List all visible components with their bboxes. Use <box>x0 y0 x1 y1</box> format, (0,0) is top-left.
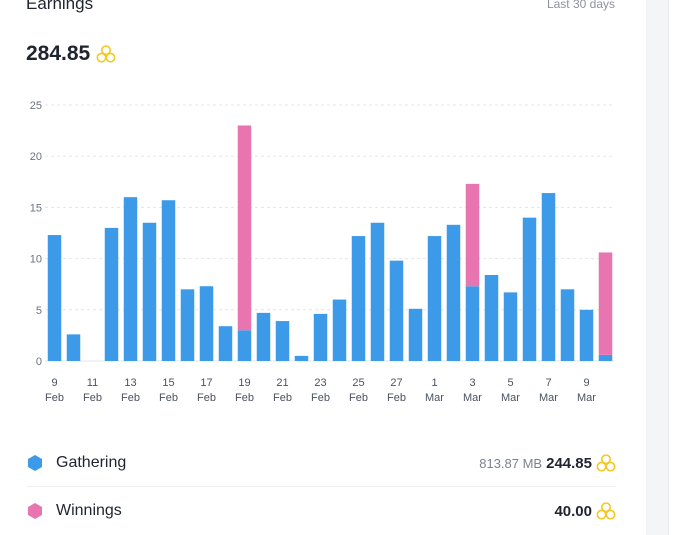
x-tick-month-label: Feb <box>45 392 64 404</box>
legend-gathering-label: Gathering <box>56 454 127 471</box>
x-tick-month-label: Feb <box>83 392 102 404</box>
bar-gathering-11[interactable] <box>237 330 252 361</box>
x-tick-month-label: Feb <box>387 392 406 404</box>
legend-gathering: Gathering 813.87 MB 244.85 <box>26 444 616 482</box>
y-tick-label: 5 <box>36 305 42 317</box>
bar-gathering-1[interactable] <box>47 235 62 361</box>
bar-gathering-25[interactable] <box>503 292 518 361</box>
bar-gathering-27[interactable] <box>541 193 556 361</box>
x-tick-day-label: 23 <box>314 377 326 389</box>
y-tick-label: 0 <box>36 356 42 368</box>
bar-gathering-4[interactable] <box>104 227 119 361</box>
y-tick-label: 15 <box>30 202 42 214</box>
bar-gathering-2[interactable] <box>66 334 81 361</box>
side-panel-edge <box>668 0 675 535</box>
x-tick-day-label: 7 <box>545 377 551 389</box>
x-tick-day-label: 17 <box>200 377 212 389</box>
bar-gathering-8[interactable] <box>180 289 195 361</box>
bar-gathering-22[interactable] <box>446 224 461 361</box>
x-tick-month-label: Feb <box>159 392 178 404</box>
x-tick-day-label: 1 <box>431 377 437 389</box>
bar-gathering-5[interactable] <box>123 197 138 361</box>
bar-gathering-21[interactable] <box>427 236 442 361</box>
x-tick-month-label: Mar <box>463 392 482 404</box>
bar-gathering-18[interactable] <box>370 222 385 361</box>
x-tick-day-label: 25 <box>352 377 364 389</box>
x-tick-month-label: Feb <box>121 392 140 404</box>
x-tick-day-label: 9 <box>51 377 57 389</box>
x-tick-month-label: Feb <box>235 392 254 404</box>
honeycomb-coin-icon <box>96 45 116 63</box>
date-range-label: Last 30 days <box>546 0 615 11</box>
legend-divider <box>26 486 616 487</box>
total-earnings: 284.85 <box>26 42 116 66</box>
x-tick-day-label: 15 <box>162 377 174 389</box>
x-tick-month-label: Mar <box>425 392 444 404</box>
bar-gathering-13[interactable] <box>275 321 290 361</box>
x-tick-day-label: 9 <box>583 377 589 389</box>
hexagon-icon <box>28 455 42 471</box>
bar-gathering-30[interactable] <box>598 354 613 361</box>
y-tick-label: 25 <box>30 100 42 112</box>
y-tick-label: 20 <box>30 151 42 163</box>
x-tick-month-label: Feb <box>311 392 330 404</box>
bar-gathering-19[interactable] <box>389 260 404 361</box>
bar-winnings-11[interactable] <box>237 125 252 331</box>
earnings-bar-chart: 05101520259Feb11Feb13Feb15Feb17Feb19Feb2… <box>30 100 614 404</box>
total-value: 284.85 <box>26 42 91 65</box>
bar-gathering-6[interactable] <box>142 222 157 361</box>
bar-gathering-26[interactable] <box>522 217 537 361</box>
x-tick-day-label: 21 <box>276 377 288 389</box>
bar-gathering-7[interactable] <box>161 200 176 361</box>
bar-gathering-10[interactable] <box>218 326 233 361</box>
card-title: Earnings <box>26 0 94 13</box>
bar-winnings-23[interactable] <box>465 183 480 287</box>
bar-gathering-23[interactable] <box>465 286 480 361</box>
legend-winnings-label: Winnings <box>56 502 122 519</box>
bar-gathering-24[interactable] <box>484 274 499 361</box>
bar-gathering-29[interactable] <box>579 309 594 361</box>
x-tick-day-label: 11 <box>87 377 98 389</box>
bar-gathering-15[interactable] <box>313 313 328 361</box>
honeycomb-coin-icon <box>596 502 616 520</box>
bar-gathering-17[interactable] <box>351 236 366 361</box>
winnings-value: 40.00 <box>554 502 592 520</box>
y-tick-label: 10 <box>30 254 42 266</box>
x-tick-month-label: Mar <box>539 392 558 404</box>
bar-winnings-30[interactable] <box>598 252 613 355</box>
x-tick-day-label: 13 <box>124 377 136 389</box>
bar-gathering-28[interactable] <box>560 289 575 361</box>
x-tick-day-label: 19 <box>238 377 250 389</box>
x-tick-month-label: Feb <box>273 392 292 404</box>
gathering-data-size: 813.87 MB <box>479 455 543 471</box>
x-tick-day-label: 3 <box>469 377 475 389</box>
bar-gathering-12[interactable] <box>256 312 271 361</box>
x-tick-month-label: Feb <box>197 392 216 404</box>
gathering-value: 244.85 <box>546 454 592 472</box>
honeycomb-coin-icon <box>596 454 616 472</box>
bar-gathering-9[interactable] <box>199 286 214 361</box>
hexagon-icon <box>28 503 42 519</box>
x-tick-month-label: Feb <box>349 392 368 404</box>
x-tick-month-label: Mar <box>577 392 596 404</box>
earnings-card: Earnings Last 30 days 284.85 0 5 10 15 20 25 9… <box>26 0 616 530</box>
x-tick-month-label: Mar <box>501 392 520 404</box>
bar-gathering-16[interactable] <box>332 299 347 361</box>
bar-gathering-20[interactable] <box>408 308 423 361</box>
x-tick-day-label: 27 <box>390 377 402 389</box>
legend-winnings: Winnings 40.00 <box>26 492 616 530</box>
bar-gathering-14[interactable] <box>294 355 309 361</box>
x-tick-day-label: 5 <box>507 377 513 389</box>
